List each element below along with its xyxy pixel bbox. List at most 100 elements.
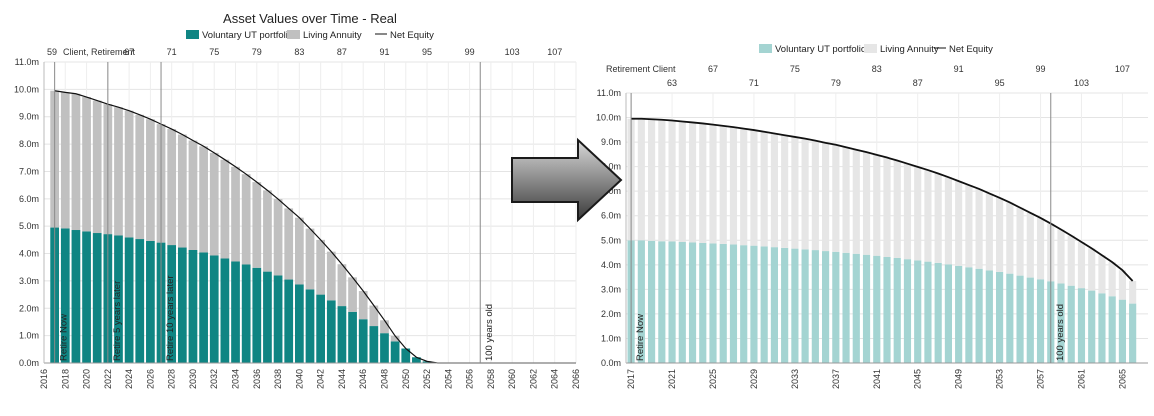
annotations: Retire Now Retire 5 years later Retire 10 … xyxy=(54,62,495,363)
legend-item-equity: Net Equity xyxy=(949,44,993,55)
bar-annuity xyxy=(873,154,881,256)
bar-annuity xyxy=(637,118,645,241)
net-equity-line xyxy=(631,117,1134,282)
bar-annuity xyxy=(842,147,850,253)
bar-ut xyxy=(955,265,963,363)
bar-annuity xyxy=(944,177,952,265)
bar-ut xyxy=(760,246,768,363)
bar-ut xyxy=(220,258,230,363)
x-tick-label: 2018 xyxy=(60,369,70,389)
x-tick-label: 2064 xyxy=(550,369,560,389)
bar-annuity xyxy=(348,277,357,312)
y-tick-label: 1.0m xyxy=(601,333,621,343)
y-tick-label: 3.0m xyxy=(601,284,621,294)
bar-ut xyxy=(996,271,1004,363)
bar-ut xyxy=(263,271,272,363)
x-tick-label: 2016 xyxy=(39,369,49,389)
bar-ut xyxy=(177,247,187,363)
bar-ut xyxy=(699,242,707,363)
x-tick-label: 2038 xyxy=(273,369,283,389)
bar-annuity xyxy=(934,173,942,263)
top-axis-tick: 63 xyxy=(667,78,677,88)
bar-annuity xyxy=(60,92,70,229)
y-tick-label: 10.0m xyxy=(14,84,39,94)
bar-annuity xyxy=(811,140,819,251)
bar-annuity xyxy=(822,142,830,252)
bar-annuity xyxy=(832,144,840,252)
y-tick-label: 11.0m xyxy=(597,88,621,98)
top-axis-tick: 79 xyxy=(252,47,262,57)
bar-ut xyxy=(294,284,304,363)
x-tick-label: 2040 xyxy=(294,369,304,389)
bar-annuity xyxy=(82,97,91,232)
bar-annuity xyxy=(316,239,326,295)
y-tick-label: 6.0m xyxy=(19,194,39,204)
y-tick-label: 9.0m xyxy=(601,137,621,147)
x-tick-label: 2058 xyxy=(486,369,496,389)
legend-swatch-ut xyxy=(186,30,199,39)
top-axis-tick: 103 xyxy=(1074,78,1089,88)
bar-ut xyxy=(358,319,368,363)
bar-annuity xyxy=(358,291,368,320)
x-tick-label: 2020 xyxy=(82,369,92,389)
y-tick-label: 8.0m xyxy=(19,139,39,149)
bar-annuity xyxy=(1108,262,1116,297)
x-tick-label: 2044 xyxy=(337,369,347,389)
bar-ut xyxy=(337,306,347,363)
y-tick-label: 2.0m xyxy=(19,303,39,313)
y-tick-label: 10.0m xyxy=(596,113,621,123)
bar-annuity xyxy=(1067,235,1075,286)
x-tick-label: 2032 xyxy=(209,369,219,389)
bar-ut xyxy=(241,264,251,363)
x-tick-label: 2024 xyxy=(124,369,134,389)
bar-annuity xyxy=(284,208,294,280)
bar-annuity xyxy=(678,121,686,242)
top-axis-label: Retirement Client xyxy=(606,64,676,74)
bar-annuity xyxy=(740,128,748,246)
bar-ut xyxy=(82,231,91,363)
bar-annuity xyxy=(996,197,1004,272)
bar-ut xyxy=(832,251,840,363)
bar-annuity xyxy=(1098,255,1106,294)
annotation-label: 100 years old xyxy=(484,304,495,361)
bar-annuity xyxy=(893,160,901,258)
bar-annuity xyxy=(801,138,809,250)
bar-annuity xyxy=(231,166,240,262)
bar-annuity xyxy=(114,107,123,236)
bar-ut xyxy=(124,237,134,363)
legend-item-annuity: Living Annuity xyxy=(303,30,362,41)
bar-ut xyxy=(709,243,717,363)
bar-ut xyxy=(326,300,336,363)
legend-item-equity: Net Equity xyxy=(390,30,434,41)
x-tick-label: 2022 xyxy=(103,369,113,389)
legend-swatch-ut xyxy=(759,44,772,53)
legend: Voluntary UT portfolio Living Annuity Net … xyxy=(186,30,434,41)
bar-ut xyxy=(740,245,748,363)
top-axis-tick: 67 xyxy=(708,64,718,74)
bar-ut xyxy=(1118,299,1126,363)
bar-ut xyxy=(883,256,891,363)
y-tick-label: 4.0m xyxy=(601,260,621,270)
left-chart: Asset Values over Time - Real Voluntary U… xyxy=(14,11,581,389)
bar-annuity xyxy=(750,130,758,246)
bar-annuity xyxy=(985,193,993,271)
x-tick-label: 2052 xyxy=(422,369,432,389)
bar-ut xyxy=(852,253,860,363)
bar-ut xyxy=(770,247,778,363)
top-axis-tick: 91 xyxy=(954,64,964,74)
annotations: Retire Now 100 years old xyxy=(630,93,1066,363)
bar-ut xyxy=(1006,273,1014,363)
bar-annuity xyxy=(1088,248,1096,291)
bar-ut xyxy=(231,261,240,363)
bar-annuity xyxy=(273,199,283,276)
chart-title: Asset Values over Time - Real xyxy=(223,11,397,26)
bar-annuity xyxy=(71,93,81,231)
bar-ut xyxy=(1077,288,1086,363)
top-axis: Retirement Client 63 67 71 75 79 83 87 91 95 99 103… xyxy=(606,64,1130,88)
bar-ut xyxy=(252,267,262,363)
bar-ut xyxy=(985,270,993,363)
top-axis-tick: 87 xyxy=(913,78,923,88)
bar-annuity xyxy=(1006,202,1014,274)
